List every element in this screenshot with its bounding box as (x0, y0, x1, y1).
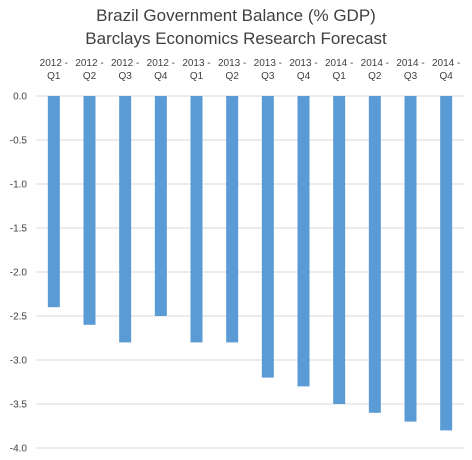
category-label: Q4 (439, 71, 453, 82)
gridlines (36, 95, 464, 449)
y-tick-label: -1.5 (10, 224, 28, 235)
y-tick-label: -2.0 (10, 268, 28, 279)
category-label: Q2 (225, 71, 239, 82)
category-label: Q4 (297, 71, 311, 82)
category-label: 2013 - (218, 58, 246, 69)
category-label: 2012 - (147, 58, 175, 69)
y-tick-label: -2.5 (10, 312, 28, 323)
chart-title: Brazil Government Balance (% GDP) (96, 6, 376, 25)
category-label: 2013 - (289, 58, 317, 69)
category-label: 2013 - (182, 58, 210, 69)
category-label: 2014 - (432, 58, 460, 69)
y-tick-label: -4.0 (10, 444, 28, 455)
bar (190, 96, 203, 343)
bar (261, 96, 274, 378)
y-axis-tick-labels: 0.0 -0.5 -1.0 -1.5 -2.0 -2.5 -3.0 -3.5 -4.0 (10, 92, 28, 455)
y-tick-label: -3.5 (10, 400, 28, 411)
bar (297, 96, 310, 387)
category-label: Q3 (404, 71, 418, 82)
bar (47, 96, 60, 308)
bars (47, 96, 453, 431)
category-label: Q2 (368, 71, 382, 82)
y-tick-label: -0.5 (10, 136, 28, 147)
category-label: 2014 - (361, 58, 389, 69)
bar (154, 96, 167, 316)
bar (333, 96, 346, 404)
bar (83, 96, 96, 325)
bar (119, 96, 132, 343)
category-label: Q2 (83, 71, 97, 82)
category-label: Q3 (261, 71, 275, 82)
category-label: Q1 (190, 71, 204, 82)
category-label: Q3 (118, 71, 132, 82)
category-label: 2014 - (396, 58, 424, 69)
category-label: 2012 - (40, 58, 68, 69)
bar (440, 96, 453, 431)
bar (404, 96, 417, 422)
category-label: 2012 - (111, 58, 139, 69)
category-label: Q4 (154, 71, 168, 82)
bar (226, 96, 239, 343)
y-tick-label: -1.0 (10, 180, 28, 191)
y-tick-label: 0.0 (13, 92, 27, 103)
y-tick-label: -3.0 (10, 356, 28, 367)
chart-subtitle: Barclays Economics Research Forecast (85, 29, 387, 48)
category-label: Q1 (332, 71, 346, 82)
bar (368, 96, 381, 413)
category-label: 2012 - (75, 58, 103, 69)
category-label: 2014 - (325, 58, 353, 69)
category-label: Q1 (47, 71, 61, 82)
category-labels: 2012 - Q1 2012 - Q2 2012 - Q3 2012 - Q4 2013 - Q1… (40, 58, 461, 82)
category-label: 2013 - (254, 58, 282, 69)
